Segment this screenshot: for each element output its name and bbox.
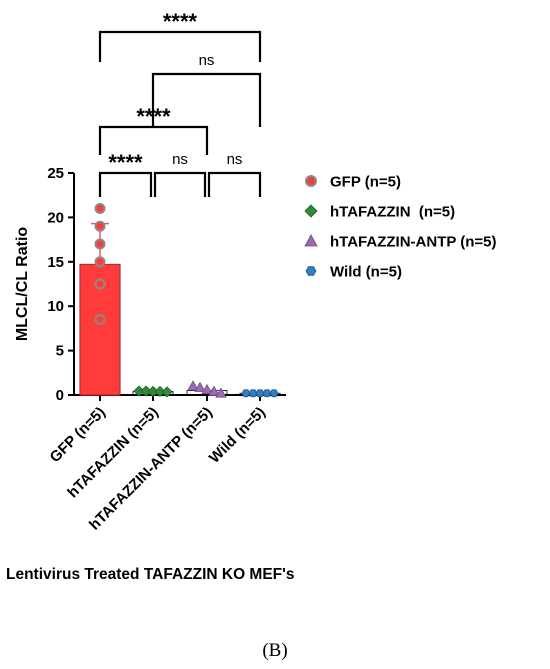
significance-bracket — [151, 72, 262, 127]
y-tick-label: 15 — [47, 254, 64, 271]
data-point-gfp — [94, 238, 106, 250]
legend-label: hTAFAZZIN-ANTP (n=5) — [330, 234, 497, 251]
data-point-gfp — [94, 278, 106, 290]
legend-marker-diamond — [304, 204, 318, 218]
data-point-gfp — [94, 256, 106, 268]
data-point-gfp — [94, 220, 106, 232]
y-axis-label: MLCL/CL Ratio — [14, 227, 31, 342]
legend-label: GFP (n=5) — [330, 174, 401, 191]
significance-bracket — [98, 30, 262, 62]
legend-marker-circle — [305, 175, 317, 187]
significance-label: ns — [227, 151, 243, 168]
data-point-htafazzin — [154, 385, 166, 398]
data-point-wild — [248, 389, 258, 398]
y-tick-label: 5 — [56, 343, 64, 360]
significance-label: **** — [108, 150, 143, 175]
panel-label: (B) — [262, 640, 288, 661]
significance-brackets: **** ns **** **** ns ns — [98, 9, 262, 197]
y-axis: 0 5 10 15 20 25 MLCL/CL Ratio — [14, 165, 75, 404]
x-tick-label: hTAFAZZIN (n=5) — [64, 404, 162, 502]
x-axis: GFP (n=5)hTAFAZZIN (n=5)hTAFAZZIN-ANTP (… — [47, 394, 286, 534]
y-tick-label: 25 — [47, 165, 64, 182]
data-point-htafazzin-antp — [187, 380, 199, 391]
data-point-htafazzin — [161, 386, 173, 398]
significance-label: **** — [163, 9, 198, 34]
y-tick-label: 10 — [47, 298, 64, 315]
significance-label: ns — [199, 52, 215, 69]
legend-label: Wild (n=5) — [330, 264, 402, 281]
bars — [79, 263, 281, 396]
significance-label: ns — [172, 151, 188, 168]
data-point-htafazzin-antp — [194, 381, 206, 392]
data-point-gfp — [94, 203, 106, 215]
data-point-htafazzin-antp — [201, 383, 213, 395]
data-point-wild — [255, 389, 265, 398]
legend-label: hTAFAZZIN (n=5) — [330, 204, 455, 221]
x-tick-label: Wild (n=5) — [206, 404, 269, 467]
data-point-wild — [269, 389, 279, 398]
y-tick-label: 0 — [56, 387, 64, 404]
y-tick-label: 20 — [47, 209, 64, 226]
significance-bracket — [98, 125, 209, 155]
data-point-htafazzin-antp — [215, 387, 227, 398]
significance-bracket — [98, 171, 153, 197]
legend: GFP (n=5) hTAFAZZIN (n=5) hTAFAZZIN-ANTP (… — [304, 174, 497, 281]
data-points — [94, 203, 279, 398]
significance-label: **** — [136, 104, 171, 129]
data-point-htafazzin — [140, 385, 152, 397]
data-point-htafazzin-antp — [208, 385, 220, 396]
significance-bracket — [207, 171, 262, 197]
data-point-gfp — [94, 314, 106, 326]
figure-subtitle: Lentivirus Treated TAFAZZIN KO MEF's — [6, 566, 295, 583]
data-point-wild — [241, 389, 251, 398]
bar — [79, 263, 121, 396]
data-point-wild — [262, 389, 272, 398]
legend-marker-hexagon — [305, 266, 317, 276]
significance-bracket — [153, 171, 207, 197]
legend-marker-triangle — [304, 234, 318, 247]
